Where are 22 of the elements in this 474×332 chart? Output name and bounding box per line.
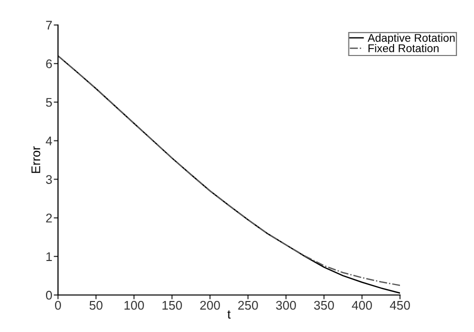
x-tick-label: 400 — [352, 300, 372, 310]
x-tick-label: 100 — [124, 300, 144, 310]
x-tick-label: 0 — [55, 300, 61, 310]
x-tick-label: 50 — [90, 300, 102, 310]
y-tick-label: 6 — [46, 59, 52, 68]
x-tick-label: 250 — [238, 300, 258, 310]
y-tick-label: 1 — [46, 252, 52, 261]
x-axis-title: t — [227, 310, 231, 319]
x-tick-label: 150 — [162, 300, 182, 310]
y-tick-label: 5 — [46, 98, 52, 107]
legend-label: Adaptive Rotation — [368, 34, 455, 44]
x-tick-label: 450 — [390, 300, 410, 310]
x-tick-label: 300 — [276, 300, 296, 310]
x-tick-label: 200 — [200, 300, 220, 310]
x-tick-label: 350 — [314, 300, 334, 310]
y-tick-label: 4 — [46, 136, 52, 146]
y-tick-label: 7 — [46, 20, 52, 30]
y-tick-label: 2 — [46, 214, 52, 222]
legend-label: Fixed Rotation — [368, 44, 439, 52]
y-axis-title: Error — [32, 146, 40, 173]
y-tick-label: 0 — [46, 290, 52, 300]
y-tick-label: 3 — [46, 175, 52, 184]
